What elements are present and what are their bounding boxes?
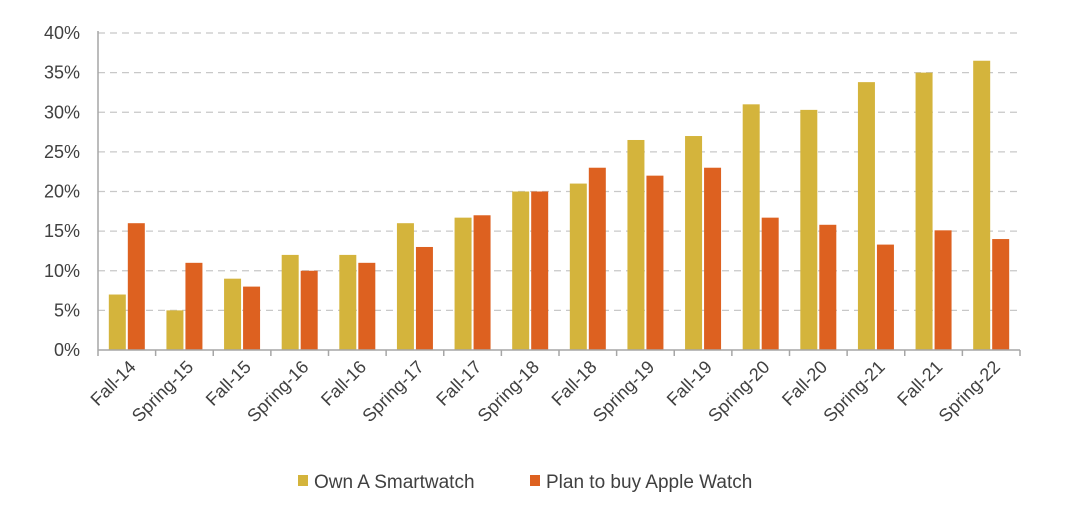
bar-own-smartwatch [857,82,875,350]
bar-plan-apple-watch [704,167,722,350]
x-tick-label: Spring-20 [704,357,773,426]
bar-own-smartwatch [627,139,645,350]
x-tick-label: Spring-17 [358,357,427,426]
x-tick-label: Spring-22 [935,357,1004,426]
bar-plan-apple-watch [358,262,376,350]
x-tick-label: Fall-21 [893,357,946,410]
bar-plan-apple-watch [646,175,664,350]
x-tick-label: Spring-15 [128,357,197,426]
bar-plan-apple-watch [473,215,491,350]
bar-own-smartwatch [396,223,414,350]
bar-own-smartwatch [224,278,242,350]
axes [97,31,1021,356]
bar-own-smartwatch [915,72,933,350]
y-tick-label: 0% [54,340,80,360]
bar-plan-apple-watch [127,223,145,350]
y-tick-label: 5% [54,300,80,320]
legend-label: Plan to buy Apple Watch [546,472,752,493]
x-tick-label: Fall-15 [202,357,255,410]
x-tick-label: Fall-16 [317,357,370,410]
bar-own-smartwatch [108,294,126,350]
bar-own-smartwatch [281,254,299,350]
legend-label: Own A Smartwatch [314,472,475,493]
bar-own-smartwatch [166,310,184,350]
y-tick-label: 20% [44,182,80,202]
x-tick-label: Fall-14 [87,357,140,410]
y-tick-label: 25% [44,142,80,162]
bar-own-smartwatch [569,183,587,350]
y-tick-label: 30% [44,102,80,122]
legend-swatch [530,475,540,486]
bar-plan-apple-watch [588,167,606,350]
bar-plan-apple-watch [243,286,261,350]
bar-own-smartwatch [742,104,760,350]
x-tick-label: Spring-18 [474,357,543,426]
bar-plan-apple-watch [819,224,837,350]
bar-own-smartwatch [800,109,818,350]
x-tick-label: Fall-17 [432,357,485,410]
legend: Own A Smartwatch Plan to buy Apple Watch [298,472,752,493]
legend-swatch [298,475,308,486]
bar-plan-apple-watch [934,230,952,350]
x-tick-label: Fall-20 [778,357,831,410]
bar-own-smartwatch [454,217,472,350]
bar-plan-apple-watch [992,239,1010,350]
bar-plan-apple-watch [300,270,318,350]
bar-own-smartwatch [512,191,530,350]
bar-own-smartwatch [973,60,991,351]
x-tick-label: Spring-16 [243,357,312,426]
bar-plan-apple-watch [876,244,894,350]
bars [108,60,1010,351]
x-tick-label: Fall-19 [663,357,716,410]
bar-own-smartwatch [339,254,357,350]
bar-plan-apple-watch [415,246,433,350]
bar-plan-apple-watch [761,217,779,350]
bar-plan-apple-watch [185,262,203,350]
y-tick-label: 15% [44,221,80,241]
y-tick-label: 40% [44,23,80,43]
x-tick-label: Spring-21 [819,357,888,426]
y-tick-label: 10% [44,261,80,281]
bar-plan-apple-watch [531,191,549,350]
x-tick-label: Fall-18 [548,357,601,410]
y-axis-ticks: 0% 5% 10% 15% 20% 25% 30% 35% 40% [44,23,80,360]
bar-own-smartwatch [685,136,703,350]
y-tick-label: 35% [44,63,80,83]
x-tick-label: Spring-19 [589,357,658,426]
